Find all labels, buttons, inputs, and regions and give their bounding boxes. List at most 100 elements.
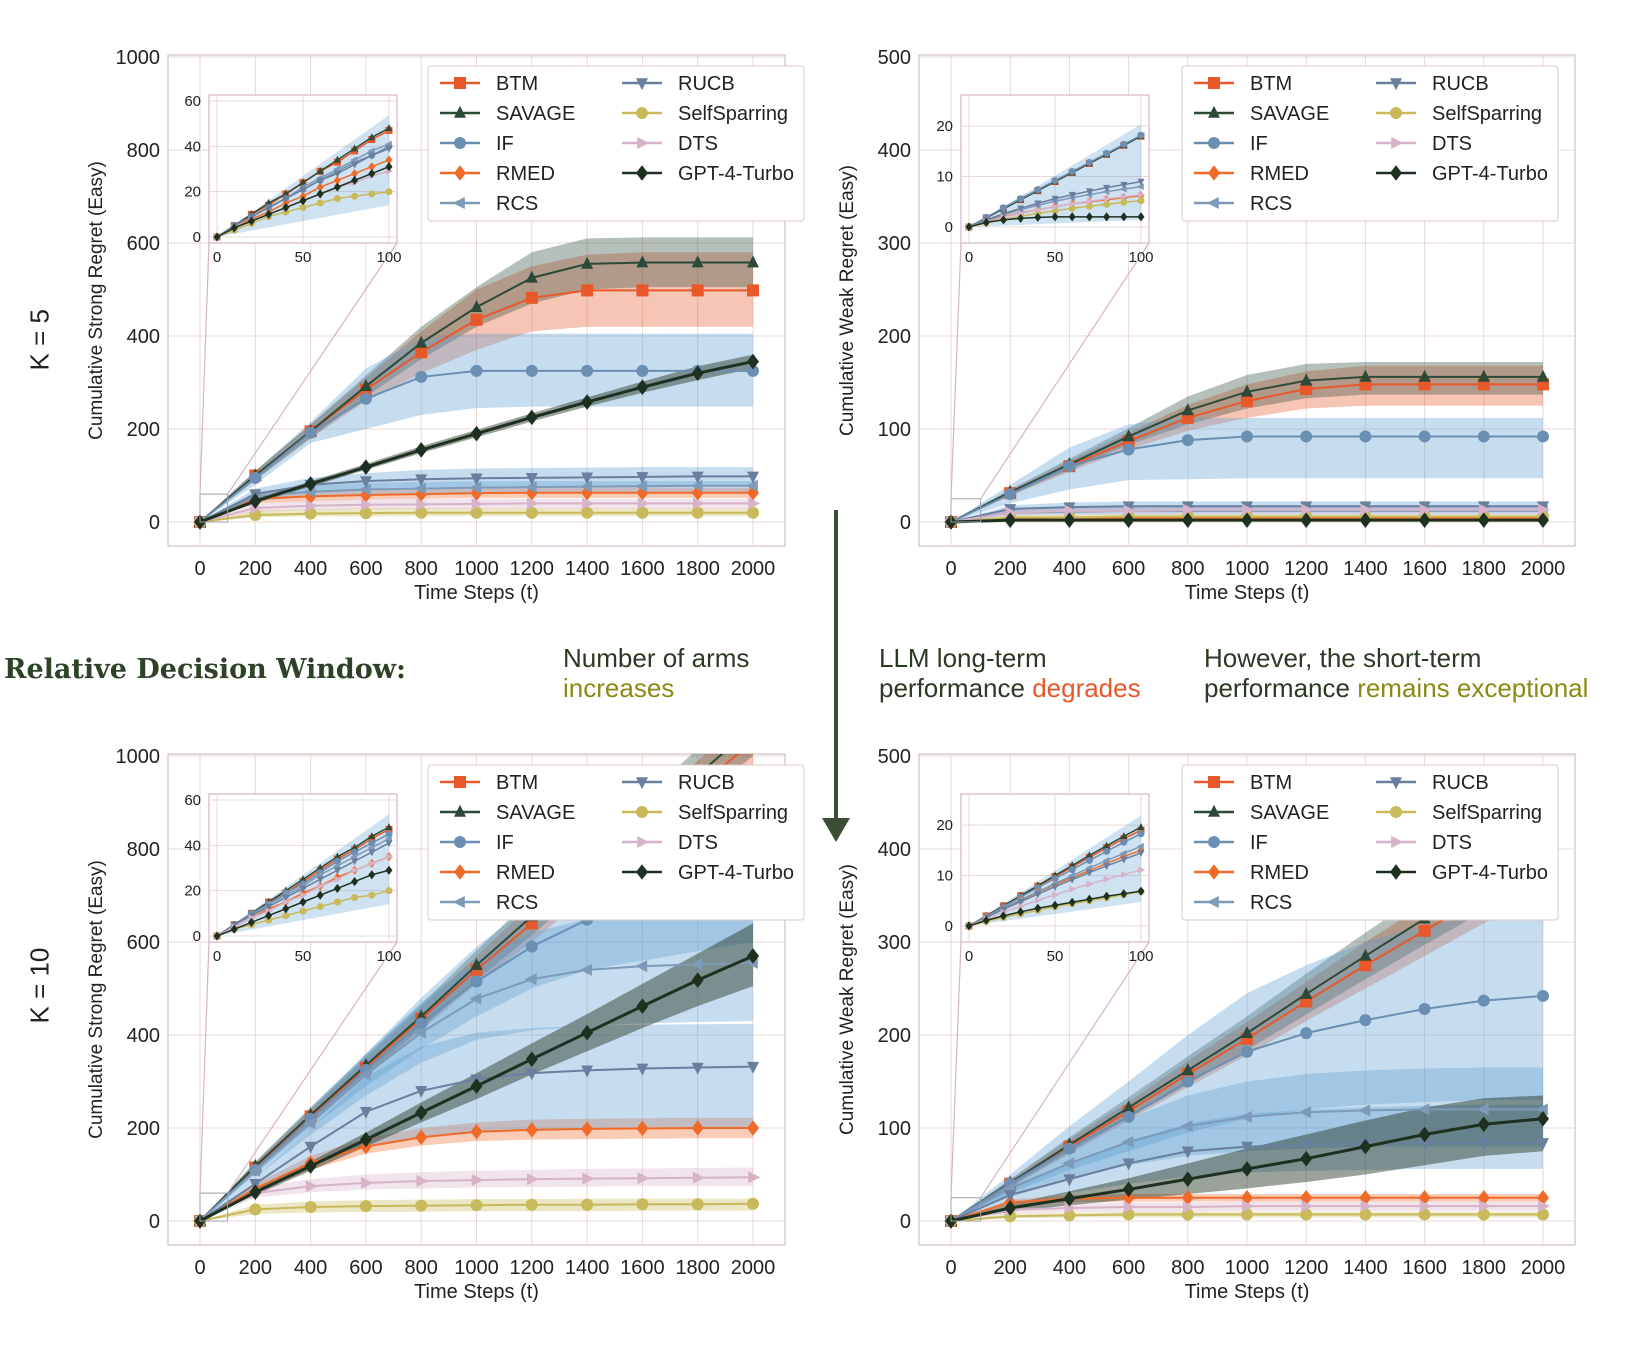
- data-point-SelfSparring: [581, 506, 594, 519]
- data-point-GPT-4-Turbo: [249, 1184, 262, 1200]
- data-point-GPT-4-Turbo: [1063, 512, 1076, 528]
- data-point-SAVAGE: [1241, 384, 1253, 397]
- legend: BTM SAVAGE IF RMED RCS RUCB SelfSparring DTS GPT…: [1181, 764, 1559, 921]
- confidence-band-RUCB: [200, 1023, 753, 1221]
- legend-label-RMED: RMED: [496, 862, 555, 884]
- data-point-BTM: [525, 291, 538, 304]
- data-point-DTS: [1538, 503, 1551, 516]
- data-point-RUCB: [470, 473, 483, 486]
- data-point-SAVAGE: [415, 335, 428, 348]
- inset-point-RUCB: [299, 885, 307, 893]
- data-point-RUCB: [1300, 1139, 1313, 1152]
- data-point-SAVAGE: [1122, 1100, 1135, 1113]
- data-point-DTS: [582, 1172, 595, 1185]
- data-point-SAVAGE: [691, 255, 704, 268]
- legend: BTM SAVAGE IF RMED RCS RUCB SelfSparring DTS GPT…: [1181, 65, 1559, 222]
- y-tick-label: 200: [127, 1118, 160, 1140]
- inset-point-DTS: [1069, 200, 1077, 208]
- data-point-BTM: [1418, 924, 1431, 937]
- data-point-IF: [470, 364, 483, 377]
- data-point-IF: [1477, 994, 1490, 1007]
- inset-point-GPT-4-Turbo: [385, 865, 393, 875]
- inset-point-DTS: [300, 891, 308, 899]
- data-point-RMED: [470, 485, 483, 501]
- data-point-RUCB: [1241, 1141, 1253, 1154]
- inset-point-GPT-4-Turbo: [1068, 897, 1076, 907]
- x-tick-label: 400: [1053, 1257, 1086, 1279]
- inset-point-IF: [1120, 140, 1128, 148]
- legend-swatch-marker: [452, 197, 465, 209]
- x-tick-label: 1000: [1225, 558, 1270, 580]
- data-point-DTS: [637, 1172, 650, 1185]
- confidence-band-BTM: [200, 252, 753, 523]
- inset-point-RMED: [333, 872, 341, 882]
- data-point-RCS: [1062, 1157, 1075, 1170]
- legend-swatch-marker: [1208, 836, 1220, 848]
- data-point-IF: [359, 392, 372, 405]
- annotation-short-line2a: performance: [1204, 673, 1358, 703]
- legend-swatch-marker: [636, 777, 648, 790]
- x-tick-label: 600: [1112, 558, 1145, 580]
- data-point-SAVAGE: [1122, 429, 1135, 442]
- legend-label-RCS: RCS: [496, 892, 538, 914]
- inset-x-tick-label: 50: [295, 249, 312, 266]
- y-axis-label: Cumulative Strong Regret (Easy): [86, 860, 107, 1139]
- data-point-GPT-4-Turbo: [415, 1104, 428, 1121]
- data-point-IF: [1537, 430, 1549, 443]
- y-tick-label: 200: [878, 326, 911, 348]
- x-tick-label: 400: [1053, 558, 1086, 580]
- data-point-SAVAGE: [1300, 373, 1313, 386]
- data-point-SelfSparring: [1300, 1208, 1313, 1221]
- data-point-SAVAGE: [359, 379, 372, 392]
- inset-point-SelfSparring: [1137, 197, 1145, 205]
- legend-label-RCS: RCS: [496, 193, 538, 215]
- x-tick-label: 400: [294, 1257, 327, 1279]
- annotation-llm-long-term: LLM long-term performance degrades: [879, 643, 1141, 703]
- y-tick-label: 200: [127, 419, 160, 441]
- data-point-DTS: [416, 1175, 429, 1188]
- inset-point-RUCB: [282, 195, 290, 203]
- inset-point-SAVAGE: [385, 823, 393, 830]
- inset-point-SAVAGE: [368, 133, 376, 141]
- legend-swatch-marker: [1206, 197, 1219, 209]
- legend-swatch-marker: [1208, 137, 1220, 149]
- inset-point-RMED: [368, 162, 376, 172]
- data-point-RCS: [1239, 1110, 1252, 1123]
- data-point-GPT-4-Turbo: [1477, 1116, 1490, 1133]
- x-tick-label: 2000: [1521, 1257, 1566, 1279]
- legend-label-SAVAGE: SAVAGE: [1250, 802, 1329, 824]
- legend-swatch-marker: [1391, 137, 1404, 149]
- data-point-SelfSparring: [359, 1200, 372, 1213]
- inset-x-tick-label: 50: [295, 948, 312, 965]
- legend-label-SAVAGE: SAVAGE: [1250, 103, 1329, 125]
- inset-point-GPT-4-Turbo: [282, 904, 290, 914]
- data-point-DTS: [1479, 1200, 1491, 1213]
- y-tick-label: 600: [127, 932, 160, 954]
- inset-point-SelfSparring: [1103, 200, 1111, 208]
- inset-confidence-band: [217, 115, 389, 237]
- data-point-SAVAGE: [1300, 986, 1313, 999]
- data-point-IF: [1418, 430, 1431, 443]
- row-label-k5: K = 5: [24, 309, 55, 371]
- data-point-RUCB: [1122, 1158, 1135, 1171]
- data-point-DTS: [1479, 503, 1491, 516]
- inset-point-DTS: [1086, 880, 1094, 888]
- y-tick-label: 0: [900, 512, 911, 534]
- legend-swatch-marker: [1208, 776, 1220, 788]
- inset-point-RUCB: [385, 145, 393, 153]
- data-point-IF: [249, 471, 262, 484]
- inset-point-RUCB: [368, 849, 376, 857]
- data-point-GPT-4-Turbo: [470, 425, 483, 442]
- inset-y-tick-label: 40: [184, 837, 201, 854]
- data-point-SelfSparring: [359, 507, 372, 520]
- data-point-RCS: [524, 481, 537, 494]
- plot-area: [192, 237, 761, 530]
- chart-panel-k10_weak: 0 200 400 600 800 1000 1200 1400 1600 1800 2000010…: [837, 746, 1576, 1303]
- legend-label-RMED: RMED: [1250, 862, 1309, 884]
- inset-point-IF: [1051, 177, 1059, 185]
- inset-x-tick-label: 100: [1128, 249, 1153, 266]
- inset-point-IF: [999, 204, 1007, 212]
- data-point-DTS: [748, 497, 761, 510]
- annotation-short-line2b: remains exceptional: [1357, 673, 1589, 703]
- legend-swatch-marker: [1208, 105, 1220, 118]
